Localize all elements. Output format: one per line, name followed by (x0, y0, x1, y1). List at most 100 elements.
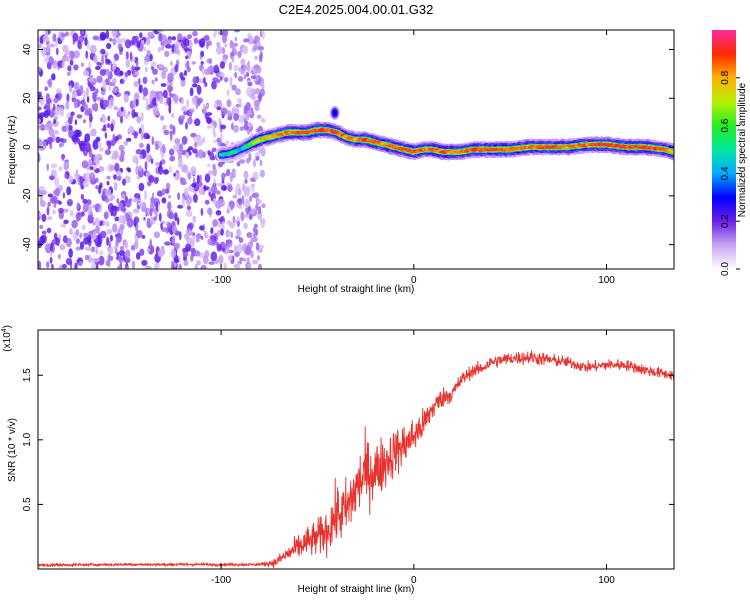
noise-speckle (192, 215, 197, 223)
noise-speckle (76, 202, 80, 210)
noise-speckle (178, 263, 182, 269)
noise-speckle (89, 86, 96, 92)
noise-speckle (119, 79, 123, 84)
noise-speckle (224, 43, 228, 48)
noise-speckle (225, 239, 233, 244)
noise-speckle (161, 34, 167, 45)
noise-speckle (50, 242, 53, 252)
noise-speckle (234, 187, 238, 197)
noise-speckle (256, 114, 262, 120)
noise-speckle (225, 108, 228, 115)
noise-speckle (217, 161, 224, 168)
snr-multiplier-base: (x10 (2, 332, 13, 352)
noise-speckle (234, 30, 241, 33)
noise-speckle (207, 238, 213, 246)
noise-speckle (81, 98, 86, 108)
noise-speckle (186, 34, 193, 40)
noise-speckle (39, 212, 42, 218)
noise-speckle (52, 33, 57, 42)
noise-speckle (91, 153, 95, 163)
noise-speckle (172, 144, 179, 151)
noise-speckle (161, 143, 166, 154)
noise-speckle (114, 162, 120, 172)
noise-speckle (78, 260, 83, 267)
noise-speckle (95, 65, 101, 71)
noise-speckle (259, 169, 265, 178)
noise-speckle (104, 197, 110, 203)
noise-speckle (69, 228, 73, 236)
noise-speckle (230, 204, 234, 211)
noise-speckle (44, 244, 51, 248)
noise-speckle (180, 181, 187, 186)
noise-speckle (178, 158, 183, 166)
noise-speckle (48, 43, 56, 48)
noise-speckle (44, 57, 49, 64)
noise-speckle (137, 204, 140, 209)
noise-speckle (98, 255, 105, 266)
noise-speckle (207, 207, 213, 215)
noise-speckle (73, 82, 78, 90)
noise-speckle (108, 85, 111, 92)
noise-speckle (246, 232, 253, 238)
noise-speckle (172, 94, 179, 103)
noise-speckle (223, 185, 227, 191)
noise-speckle (106, 236, 110, 246)
noise-speckle (146, 248, 151, 253)
noise-speckle (107, 115, 111, 122)
noise-speckle (142, 87, 149, 97)
noise-speckle (81, 224, 86, 231)
noise-speckle (157, 249, 165, 258)
noise-speckle (167, 194, 172, 199)
noise-speckle (241, 195, 245, 205)
noise-speckle (171, 112, 175, 118)
noise-speckle (101, 115, 107, 123)
noise-speckle (232, 219, 237, 224)
noise-speckle (148, 104, 155, 109)
noise-speckle (40, 46, 47, 56)
noise-speckle (260, 147, 266, 157)
noise-speckle (201, 190, 206, 195)
snr-xtick-label: -100 (211, 575, 231, 586)
noise-speckle (153, 231, 161, 239)
noise-speckle (165, 39, 172, 45)
noise-speckle (243, 74, 247, 80)
noise-speckle (104, 149, 111, 156)
colorbar-tick-label: 0.6 (720, 118, 731, 132)
noise-speckle (211, 119, 215, 126)
noise-speckle (110, 165, 116, 171)
noise-speckle (77, 138, 81, 145)
noise-speckle (118, 249, 125, 256)
noise-speckle (153, 216, 157, 222)
noise-speckle (74, 262, 78, 269)
noise-speckle (234, 244, 237, 253)
noise-speckle (236, 220, 240, 228)
noise-speckle (75, 212, 82, 221)
noise-speckle (255, 228, 258, 236)
noise-speckle (218, 198, 225, 208)
noise-speckle (80, 193, 85, 200)
noise-speckle (163, 124, 167, 130)
noise-speckle (194, 118, 201, 127)
noise-speckle (87, 214, 93, 224)
noise-speckle (117, 175, 122, 181)
noise-speckle (249, 239, 254, 249)
noise-speckle (228, 249, 234, 254)
noise-speckle (257, 254, 260, 261)
noise-speckle (93, 154, 100, 164)
noise-speckle (240, 58, 246, 66)
noise-speckle (62, 208, 69, 213)
noise-speckle (113, 181, 118, 191)
noise-speckle (196, 98, 201, 107)
noise-speckle (48, 127, 54, 136)
noise-speckle (60, 107, 64, 117)
noise-speckle (133, 112, 139, 118)
noise-speckle (258, 147, 262, 154)
noise-speckle (177, 204, 184, 209)
noise-speckle (66, 124, 69, 133)
noise-speckle (243, 257, 246, 262)
noise-speckle (218, 254, 224, 265)
noise-speckle (109, 37, 113, 42)
noise-speckle (38, 66, 42, 72)
noise-speckle (174, 258, 180, 264)
noise-speckle (188, 146, 194, 151)
